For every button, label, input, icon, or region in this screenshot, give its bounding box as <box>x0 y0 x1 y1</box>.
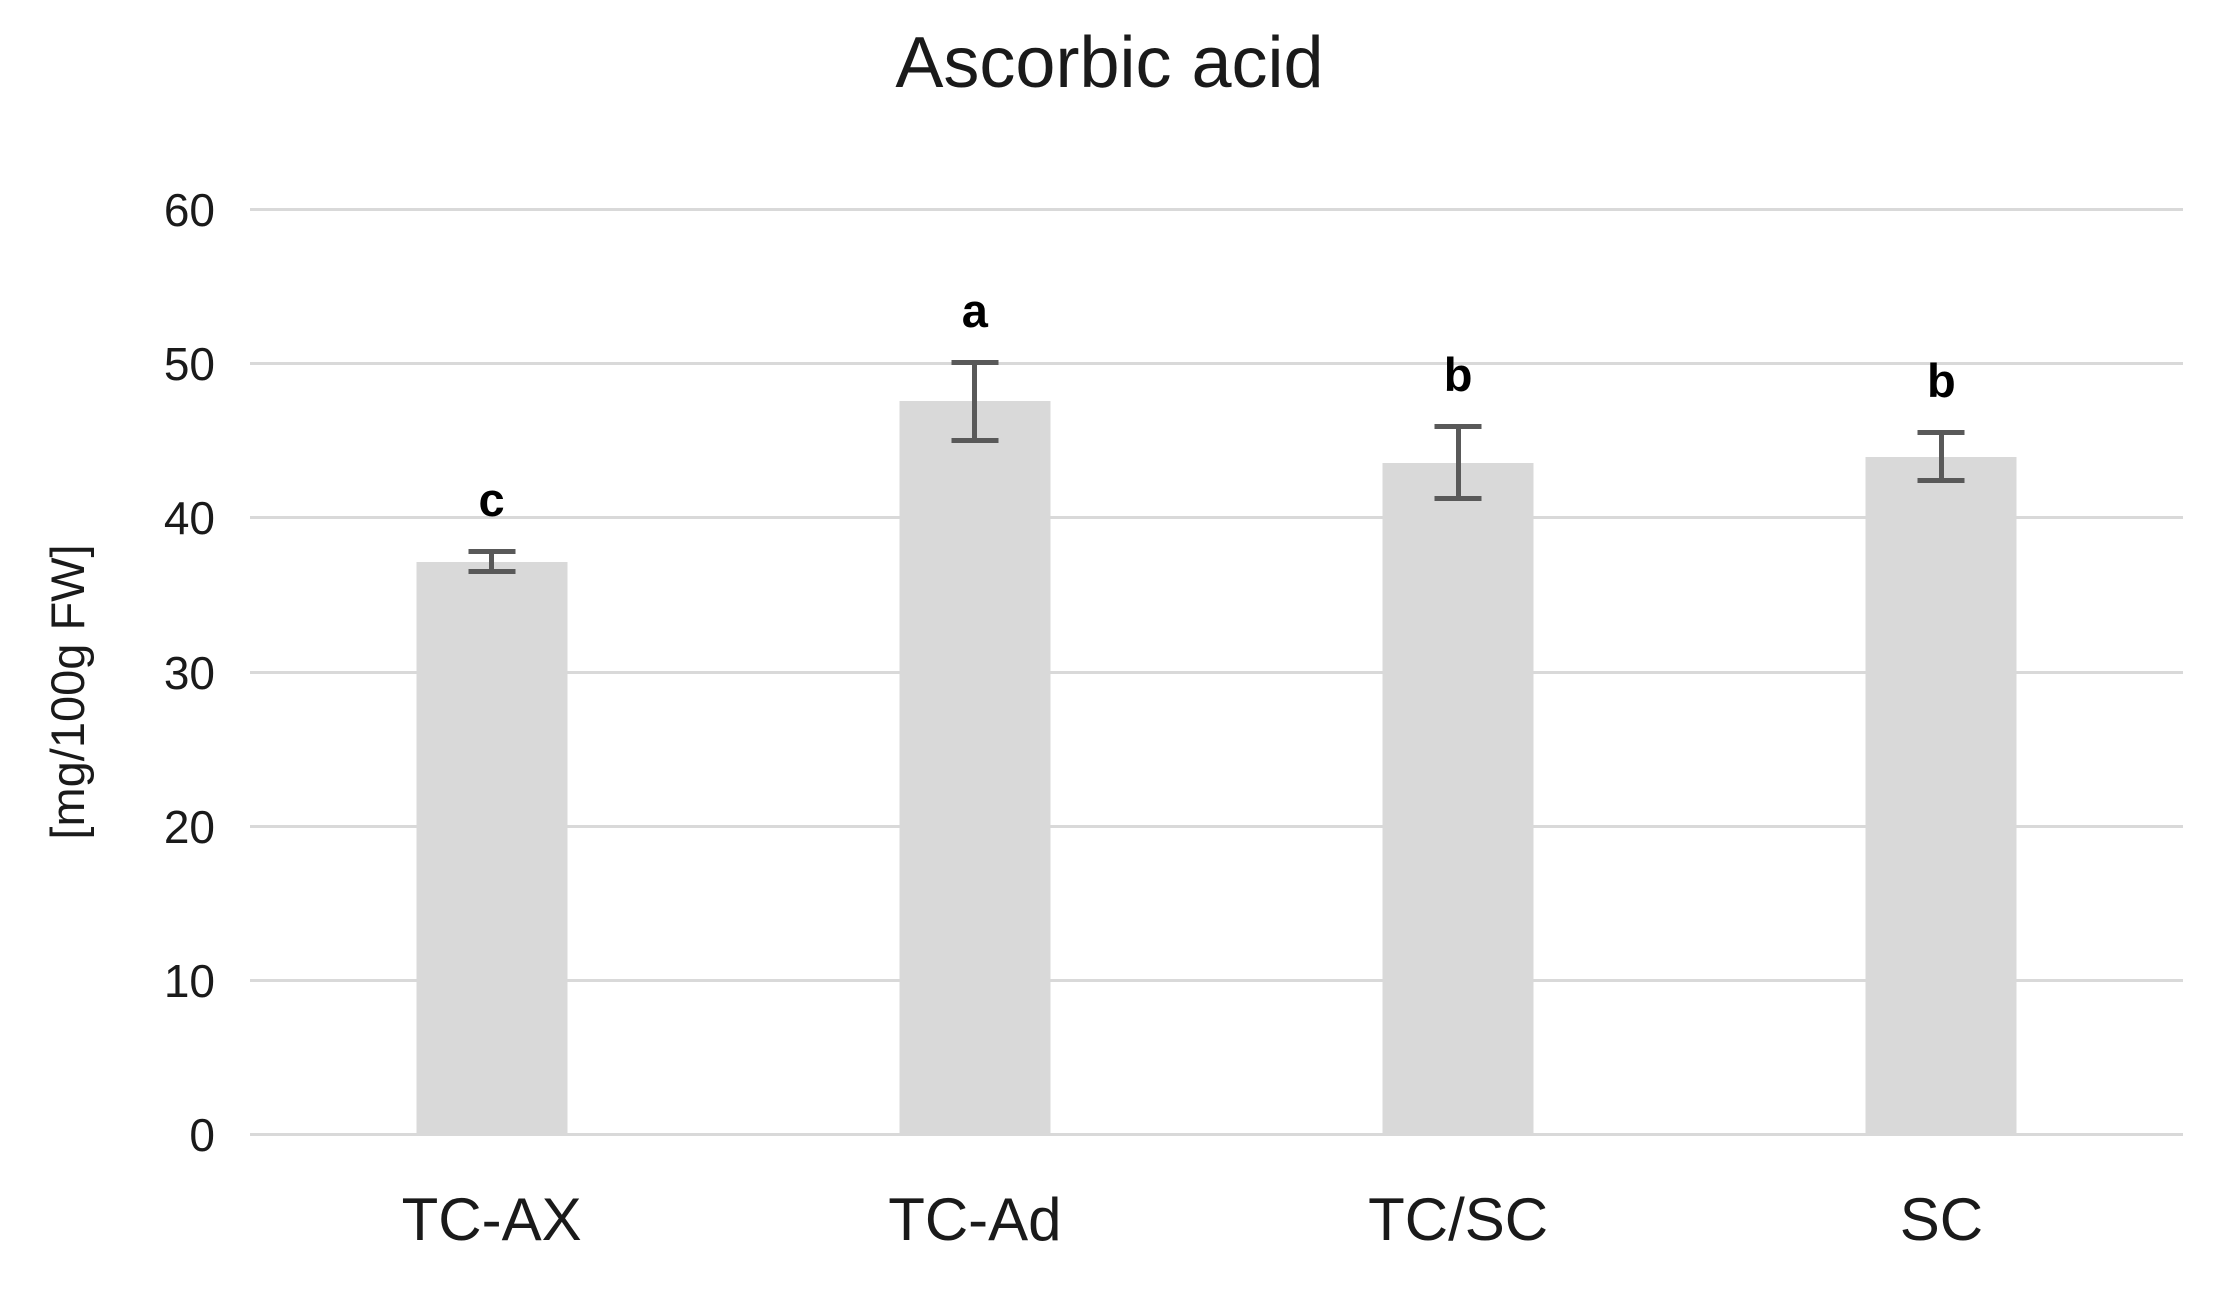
error-bar-cap-bottom <box>1434 496 1482 502</box>
y-tick-label: 20 <box>163 800 215 853</box>
y-tick-label: 10 <box>163 954 215 1007</box>
gridline <box>250 362 2183 366</box>
error-bar-line <box>1938 430 1944 483</box>
y-tick-label: 40 <box>163 492 215 545</box>
error-bar-cap-bottom <box>951 437 999 443</box>
x-axis-label: SC <box>1899 1186 1984 1253</box>
x-axis-labels: TC-AX TC-Ad TC/SC SC <box>250 1185 2183 1254</box>
plot-area: c a b b <box>250 208 2183 1136</box>
y-tick-label: 0 <box>189 1109 215 1161</box>
x-axis-label: TC-Ad <box>888 1186 1062 1253</box>
bar <box>1865 456 2017 1135</box>
bar-group: b <box>1700 210 2183 1135</box>
x-axis-label: TC/SC <box>1368 1186 1549 1253</box>
error-bar <box>951 359 999 443</box>
y-tick-label: 60 <box>163 184 215 236</box>
error-bar <box>1917 430 1965 483</box>
gridline <box>250 978 2183 982</box>
significance-letter: a <box>961 283 988 337</box>
gridline <box>250 824 2183 828</box>
bar <box>1382 462 1534 1135</box>
y-tick-label: 50 <box>163 338 215 391</box>
gridline <box>250 1133 2183 1136</box>
gridline <box>250 670 2183 674</box>
x-axis-label: TC-AX <box>401 1186 582 1253</box>
bar-group: c <box>250 210 733 1135</box>
y-tick-label: 30 <box>163 646 215 699</box>
chart-title: Ascorbic acid <box>895 23 1324 103</box>
error-bar <box>1434 424 1482 502</box>
error-bar-line <box>1455 424 1461 502</box>
error-bar <box>468 549 516 574</box>
bar <box>899 401 1051 1135</box>
significance-letter: c <box>478 473 505 527</box>
y-axis-ticks: 0 10 20 30 40 50 60 <box>0 184 215 1161</box>
bar-group: a <box>733 210 1216 1135</box>
error-bar-line <box>972 359 978 443</box>
bar-slots: c a b b <box>250 210 2183 1135</box>
significance-letter: b <box>1443 348 1473 402</box>
error-bar-line <box>489 549 495 574</box>
bar-group: b <box>1217 210 1700 1135</box>
gridline <box>250 516 2183 520</box>
significance-letter: b <box>1927 354 1956 408</box>
error-bar-cap-bottom <box>468 568 516 574</box>
error-bar-cap-bottom <box>1917 477 1965 483</box>
gridline <box>250 208 2183 211</box>
bar <box>416 561 568 1135</box>
